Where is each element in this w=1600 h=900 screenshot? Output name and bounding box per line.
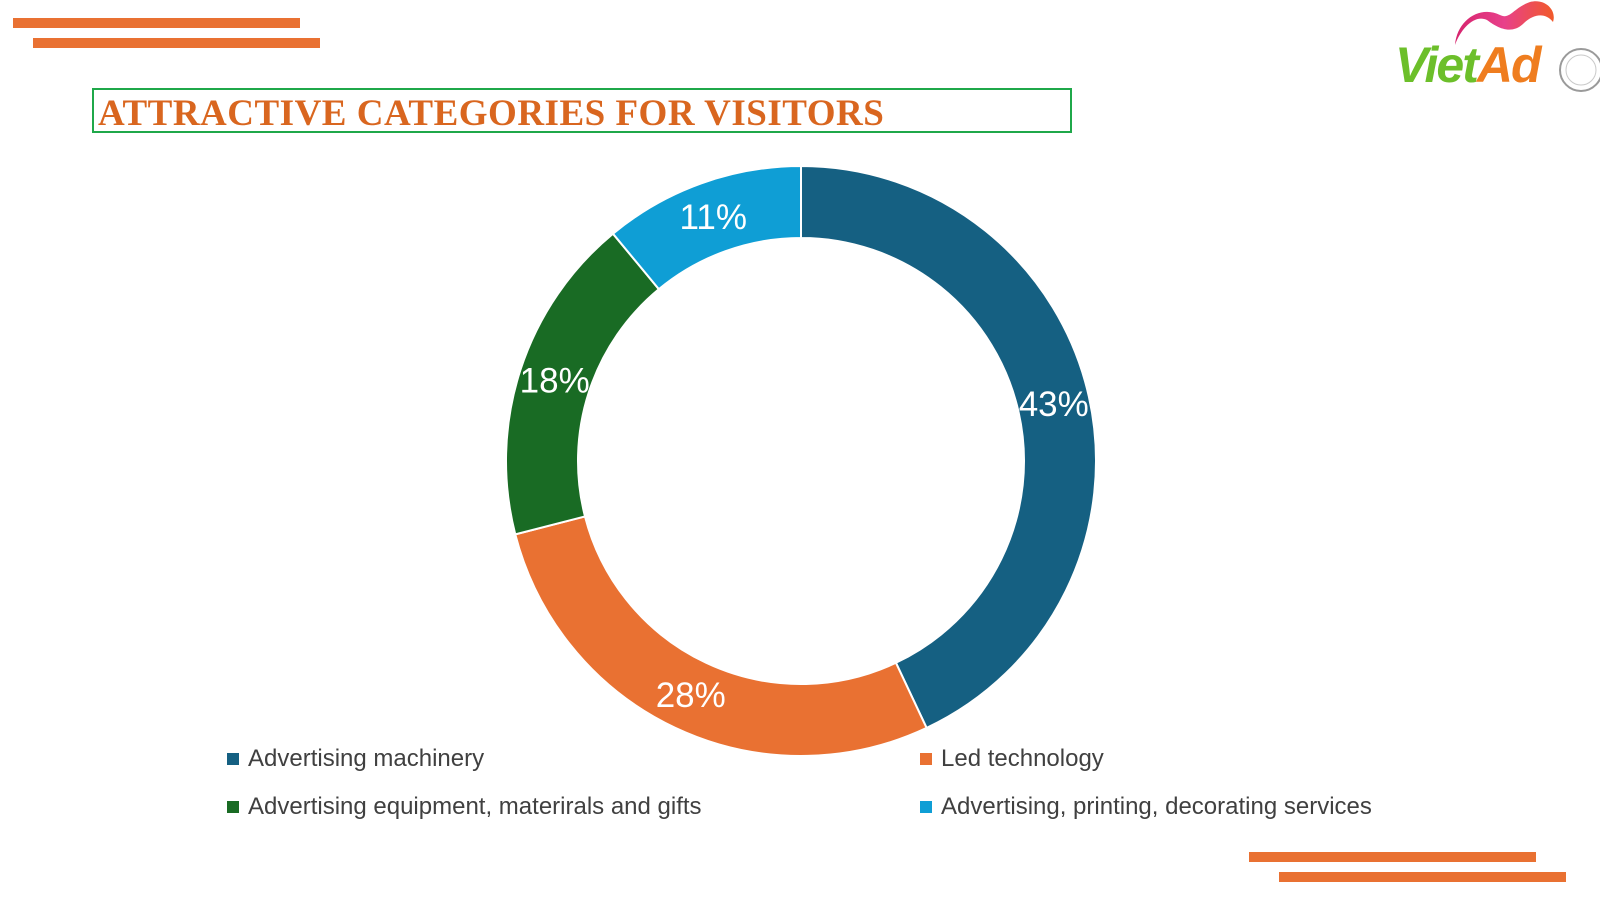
legend-item-advertising-equipment-materirals-and-gifts: Advertising equipment, materirals and gi…	[227, 793, 702, 821]
legend-label: Advertising machinery	[248, 745, 485, 772]
decorative-bar-top-2	[33, 38, 320, 48]
page-title: ATTRACTIVE CATEGORIES FOR VISITORS	[98, 93, 885, 134]
donut-slice-advertising-machinery	[800, 164, 1097, 730]
legend-swatch	[227, 753, 239, 765]
logo-wordmark: VietAd	[1395, 37, 1541, 93]
decorative-bar-bottom-2	[1279, 872, 1566, 882]
decorative-bar-top-1	[13, 18, 300, 28]
legend-swatch	[227, 801, 239, 813]
data-label-advertising-equipment-materirals-and-gifts: 18%	[520, 361, 590, 400]
data-label-led-technology: 28%	[656, 676, 726, 715]
decorative-bar-bottom-1	[1249, 852, 1536, 862]
legend-label: Led technology	[941, 745, 1104, 772]
legend-label: Advertising equipment, materirals and gi…	[248, 793, 702, 820]
legend-label: Advertising, printing, decorating servic…	[941, 793, 1372, 820]
legend-swatch	[920, 753, 932, 765]
legend-item-advertising-machinery: Advertising machinery	[227, 745, 484, 773]
legend-item-led-technology: Led technology	[920, 745, 1104, 773]
data-label-advertising-machinery: 43%	[1019, 385, 1089, 424]
legend-item-advertising-printing-decorating-services: Advertising, printing, decorating servic…	[920, 793, 1372, 821]
legend-swatch	[920, 801, 932, 813]
title-box: ATTRACTIVE CATEGORIES FOR VISITORS	[92, 88, 1072, 134]
donut-slice-led-technology	[514, 515, 928, 757]
donut-slice-advertising-printing-decorating-services	[611, 164, 802, 291]
logo-swirl-icon	[1455, 1, 1600, 92]
data-label-advertising-printing-decorating-services: 11%	[680, 198, 747, 237]
vietad-logo: VietAd	[1395, 0, 1600, 100]
